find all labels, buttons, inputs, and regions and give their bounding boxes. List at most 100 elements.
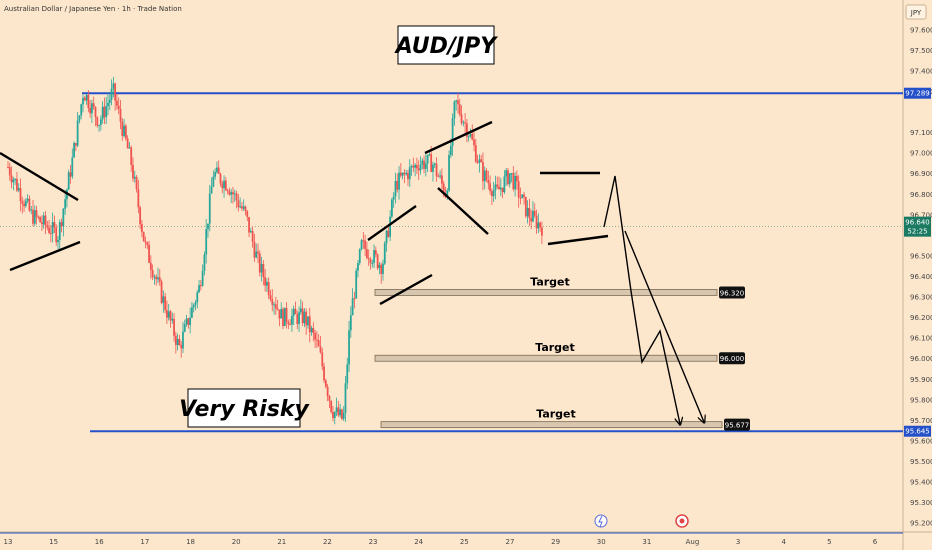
candle-body [203,254,206,271]
candle-body [119,109,122,122]
candle-body [114,83,117,101]
candle-body [98,125,100,127]
candle-body [276,308,279,310]
candle-body [419,164,422,171]
target-price-badge [719,286,745,299]
candle-body [358,249,361,264]
x-tick-label: 31 [642,538,651,546]
candle-body [201,270,204,286]
candle-body [135,176,138,189]
candle-body [319,346,322,353]
candle-body [39,217,42,223]
resistance-badge-box [904,87,931,99]
candle-body [339,409,342,416]
candle-body [369,258,372,264]
candle-body [499,187,502,190]
candle-body [244,206,247,211]
candle-body [351,298,354,316]
candle-body [496,184,499,187]
y-tick-label: 97.400 [910,67,932,75]
candle-body [76,120,79,146]
candle-body [41,222,43,225]
candle-body [51,222,54,234]
candle-body [310,327,313,333]
candle-body [526,207,529,217]
candle-body [33,210,36,224]
candle-body [226,190,229,192]
candle-body [294,308,297,315]
target-zone[interactable] [374,354,718,362]
candle-body [517,181,520,198]
x-tick-label: 5 [827,538,831,546]
plot-area[interactable] [0,0,903,532]
candle-body [166,310,168,318]
candle-body [362,240,365,242]
y-tick-label: 96.300 [910,294,932,302]
projection-line-a [603,175,680,424]
lightning-icon[interactable] [594,514,608,528]
candle-body [71,157,74,177]
y-tick-label: 95.900 [910,376,932,384]
candle-body [392,196,395,200]
candle-body [355,270,358,299]
candle-body [239,206,242,208]
candle-body [430,154,433,172]
main-title: AUD/JPY [394,34,499,59]
candle-body [58,222,61,241]
candle-body [49,232,52,234]
candle-body [515,175,518,182]
currency-badge-box[interactable] [905,4,927,20]
candle-body [301,308,304,324]
candle-body [174,335,177,346]
y-tick-label: 96.400 [910,273,932,281]
candle-body [55,227,58,243]
candle-body [103,106,106,118]
candle-body [489,183,492,192]
candle-body [176,338,179,346]
candle-body [335,407,338,412]
x-tick-label: 30 [597,538,606,546]
candle-body [112,83,115,89]
candle-body [162,296,165,303]
y-tick-label: 95.400 [910,479,932,487]
candle-body [460,114,463,123]
candle-body [289,324,292,326]
candle-body [283,307,286,327]
candle-body [474,145,477,162]
candle-body [46,225,49,228]
candle-body [424,163,427,169]
target-zone[interactable] [374,289,718,296]
candle-body [146,242,149,245]
candle-body [467,136,470,138]
candle-body [157,277,159,280]
candle-body [214,172,217,177]
y-tick-label: 96.000 [910,355,932,363]
candle-body [191,307,193,318]
candle-body [507,170,509,185]
candle-body [178,338,181,346]
candle-body [410,165,413,168]
x-tick-label: 17 [140,538,149,546]
candle-body [367,257,370,259]
candle-body [249,231,252,233]
candle-body [53,222,56,228]
candle-body [389,216,392,237]
candle-body [524,196,527,217]
candle-body [180,345,183,349]
y-tick-label: 97.100 [910,129,932,137]
current-price-badge: 96.640 [905,219,930,227]
candle-body [537,222,540,229]
candle-body [83,97,86,101]
candle-body [17,188,20,191]
candle-body [337,407,340,416]
candle-body [271,299,274,305]
candle-body [185,318,188,325]
candle-body [160,281,163,303]
candle-body [57,240,59,243]
candle-body [324,380,327,387]
target-zone[interactable] [380,421,723,429]
candle-body [391,199,393,217]
